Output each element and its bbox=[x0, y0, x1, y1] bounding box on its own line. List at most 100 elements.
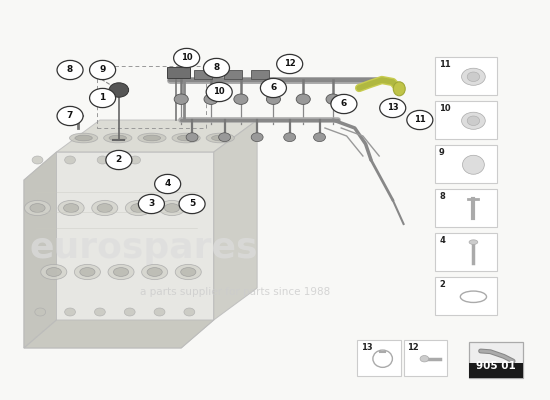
Ellipse shape bbox=[74, 264, 101, 280]
Circle shape bbox=[206, 82, 232, 102]
Ellipse shape bbox=[181, 268, 196, 276]
Circle shape bbox=[109, 83, 129, 97]
Ellipse shape bbox=[69, 133, 98, 143]
Ellipse shape bbox=[131, 204, 146, 212]
Text: 6: 6 bbox=[341, 100, 347, 108]
Polygon shape bbox=[214, 120, 257, 320]
Ellipse shape bbox=[467, 72, 480, 82]
Circle shape bbox=[186, 133, 198, 142]
Ellipse shape bbox=[159, 200, 185, 216]
Text: 10: 10 bbox=[439, 104, 450, 113]
Polygon shape bbox=[24, 320, 214, 348]
Text: 8: 8 bbox=[67, 66, 73, 74]
Circle shape bbox=[124, 308, 135, 316]
Text: 3: 3 bbox=[148, 200, 155, 208]
Text: 13: 13 bbox=[361, 343, 373, 352]
Polygon shape bbox=[57, 120, 257, 152]
Circle shape bbox=[97, 156, 108, 164]
Circle shape bbox=[65, 156, 75, 164]
Text: 11: 11 bbox=[414, 116, 426, 124]
Circle shape bbox=[106, 150, 132, 170]
Ellipse shape bbox=[41, 264, 67, 280]
Text: a parts supplier for parts since 1988: a parts supplier for parts since 1988 bbox=[140, 287, 331, 297]
Ellipse shape bbox=[469, 240, 478, 244]
Ellipse shape bbox=[92, 200, 118, 216]
Circle shape bbox=[420, 356, 429, 362]
Text: 11: 11 bbox=[439, 60, 451, 69]
Text: 1: 1 bbox=[100, 94, 106, 102]
Text: 9: 9 bbox=[439, 148, 445, 157]
FancyBboxPatch shape bbox=[434, 145, 497, 183]
FancyBboxPatch shape bbox=[358, 340, 401, 376]
Ellipse shape bbox=[212, 135, 229, 141]
Circle shape bbox=[90, 88, 116, 108]
Circle shape bbox=[219, 133, 230, 142]
Circle shape bbox=[260, 78, 287, 98]
Ellipse shape bbox=[64, 204, 79, 212]
Circle shape bbox=[154, 308, 165, 316]
Text: 12: 12 bbox=[408, 343, 419, 352]
Ellipse shape bbox=[142, 264, 168, 280]
Text: 6: 6 bbox=[270, 84, 277, 92]
Ellipse shape bbox=[463, 155, 485, 174]
Circle shape bbox=[314, 133, 326, 142]
Ellipse shape bbox=[58, 200, 84, 216]
Ellipse shape bbox=[178, 135, 195, 141]
Ellipse shape bbox=[147, 268, 162, 276]
Ellipse shape bbox=[97, 204, 112, 212]
FancyBboxPatch shape bbox=[434, 101, 497, 139]
Circle shape bbox=[379, 98, 406, 118]
Circle shape bbox=[277, 54, 302, 74]
Ellipse shape bbox=[143, 135, 161, 141]
Circle shape bbox=[155, 174, 181, 194]
Text: 10: 10 bbox=[181, 54, 192, 62]
Circle shape bbox=[284, 133, 296, 142]
Ellipse shape bbox=[461, 112, 485, 129]
Circle shape bbox=[331, 94, 357, 114]
Circle shape bbox=[35, 308, 46, 316]
Circle shape bbox=[90, 60, 116, 80]
Ellipse shape bbox=[125, 200, 151, 216]
Ellipse shape bbox=[138, 133, 166, 143]
FancyBboxPatch shape bbox=[167, 67, 190, 78]
Text: eurospares: eurospares bbox=[29, 231, 257, 265]
Text: 9: 9 bbox=[100, 66, 106, 74]
Ellipse shape bbox=[104, 133, 132, 143]
FancyBboxPatch shape bbox=[404, 340, 447, 376]
Circle shape bbox=[174, 48, 200, 68]
FancyBboxPatch shape bbox=[469, 342, 523, 378]
Circle shape bbox=[65, 308, 75, 316]
Text: 2: 2 bbox=[116, 156, 122, 164]
Text: 905 01: 905 01 bbox=[476, 361, 516, 371]
FancyBboxPatch shape bbox=[434, 189, 497, 227]
Circle shape bbox=[266, 94, 280, 104]
Ellipse shape bbox=[75, 135, 92, 141]
Circle shape bbox=[296, 94, 310, 104]
Ellipse shape bbox=[25, 200, 51, 216]
Text: 8: 8 bbox=[439, 192, 445, 201]
Circle shape bbox=[57, 106, 83, 126]
Polygon shape bbox=[24, 152, 57, 348]
Ellipse shape bbox=[108, 264, 134, 280]
FancyBboxPatch shape bbox=[469, 363, 523, 378]
Circle shape bbox=[174, 94, 188, 104]
FancyBboxPatch shape bbox=[434, 233, 497, 271]
Circle shape bbox=[130, 156, 141, 164]
Circle shape bbox=[204, 94, 218, 104]
Ellipse shape bbox=[113, 268, 129, 276]
Circle shape bbox=[32, 156, 43, 164]
Circle shape bbox=[95, 308, 105, 316]
FancyBboxPatch shape bbox=[434, 277, 497, 315]
Text: 8: 8 bbox=[213, 64, 219, 72]
Ellipse shape bbox=[393, 82, 405, 96]
Ellipse shape bbox=[46, 268, 62, 276]
Ellipse shape bbox=[172, 133, 200, 143]
Polygon shape bbox=[24, 152, 214, 348]
Text: 5: 5 bbox=[189, 200, 195, 208]
Text: 7: 7 bbox=[67, 112, 73, 120]
FancyBboxPatch shape bbox=[223, 70, 242, 79]
Ellipse shape bbox=[109, 135, 126, 141]
Ellipse shape bbox=[30, 204, 45, 212]
FancyBboxPatch shape bbox=[251, 70, 269, 79]
Circle shape bbox=[179, 194, 205, 214]
